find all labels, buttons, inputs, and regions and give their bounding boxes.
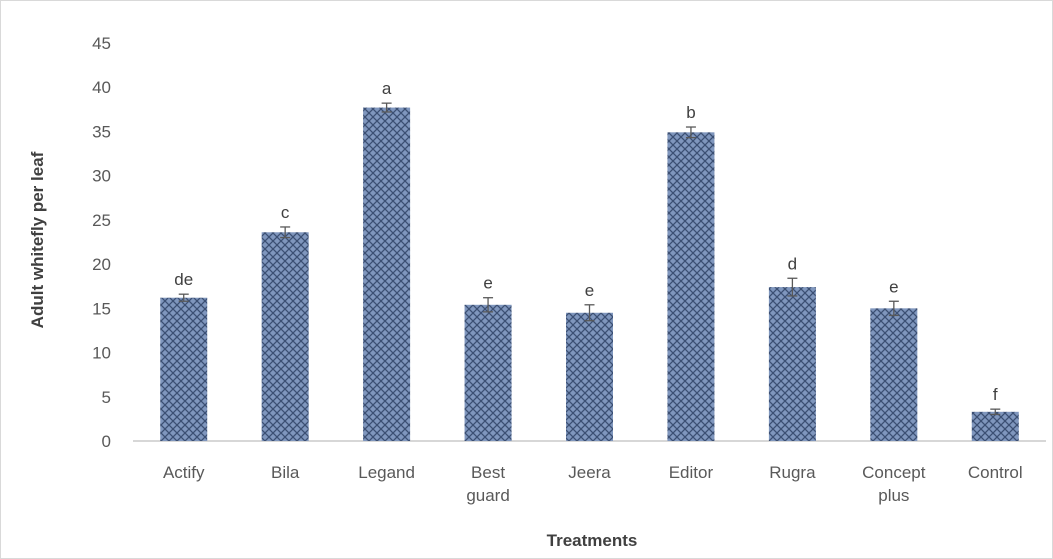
x-tick-label: Jeera (568, 463, 611, 482)
y-tick-label: 45 (92, 34, 111, 53)
significance-letter: a (382, 79, 392, 98)
bar (566, 312, 613, 441)
significance-letter: b (686, 103, 695, 122)
y-tick-label: 20 (92, 255, 111, 274)
x-axis-title: Treatments (547, 531, 638, 550)
significance-letter: e (585, 281, 594, 300)
x-tick-label: Concept plus (862, 463, 926, 505)
bar (363, 107, 411, 441)
y-tick-label: 0 (102, 432, 111, 451)
bar (261, 232, 309, 441)
x-axis: Actify Bila Legand Best guard Jeera Editor Rugr… (133, 440, 1046, 505)
y-tick-label: 5 (102, 388, 111, 407)
significance-letter: e (483, 274, 492, 293)
x-tick-label: Rugra (769, 463, 816, 482)
significance-letter: c (281, 203, 290, 222)
y-axis-title: Adult whitefly per leaf (28, 151, 47, 328)
x-tick-label: Best guard (466, 463, 509, 505)
x-tick-label: Bila (271, 463, 300, 482)
y-tick-label: 10 (92, 344, 111, 363)
significance-letter: de (174, 270, 193, 289)
bar (667, 132, 715, 441)
x-tick-label: Actify (163, 463, 205, 482)
bar (870, 308, 918, 441)
y-axis: 0 5 10 15 20 25 30 35 40 45 (92, 34, 111, 451)
y-tick-label: 15 (92, 299, 111, 318)
significance-letter: f (993, 385, 998, 404)
x-tick-label: Control (968, 463, 1023, 482)
x-tick-label: Legand (358, 463, 415, 482)
y-tick-label: 25 (92, 211, 111, 230)
bar (971, 411, 1019, 441)
significance-letter: e (889, 277, 898, 296)
y-tick-label: 30 (92, 167, 111, 186)
bar (768, 287, 816, 441)
x-tick-label: Editor (669, 463, 714, 482)
bar (160, 297, 208, 441)
bar (464, 304, 512, 441)
significance-letter: d (788, 254, 797, 273)
y-tick-label: 35 (92, 122, 111, 141)
y-tick-label: 40 (92, 78, 111, 97)
